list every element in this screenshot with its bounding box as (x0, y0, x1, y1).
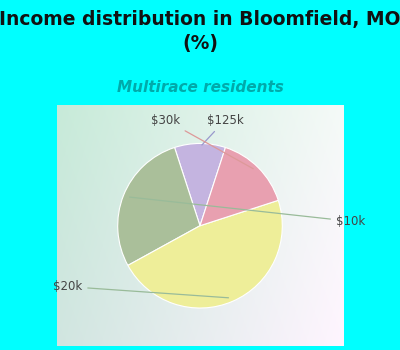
Text: $20k: $20k (53, 280, 228, 298)
Text: $125k: $125k (202, 114, 244, 145)
Text: Income distribution in Bloomfield, MO
(%): Income distribution in Bloomfield, MO (%… (0, 10, 400, 53)
Wedge shape (128, 200, 282, 308)
Wedge shape (174, 144, 226, 226)
Text: Multirace residents: Multirace residents (116, 80, 284, 96)
Text: $10k: $10k (130, 197, 365, 228)
Text: $30k: $30k (152, 114, 253, 169)
Wedge shape (118, 147, 200, 265)
Wedge shape (200, 147, 278, 226)
